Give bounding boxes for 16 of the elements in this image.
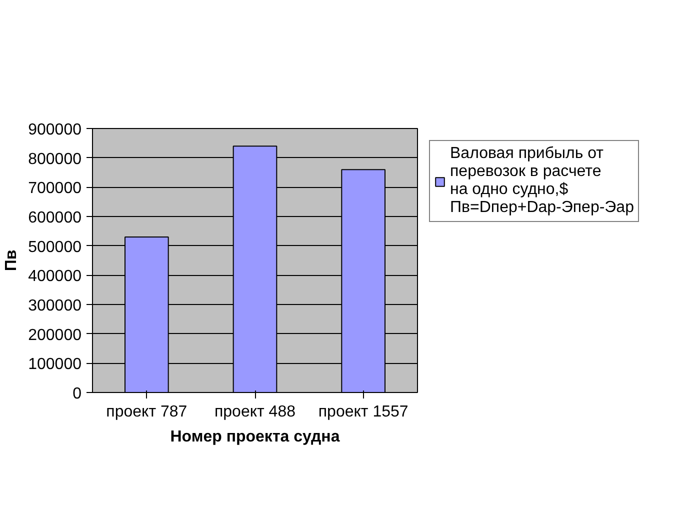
x-tick-label: проект 787 xyxy=(106,404,188,420)
y-axis-title: Пв xyxy=(3,250,20,272)
y-tick-label: 700000 xyxy=(28,180,82,198)
x-tick-label: проект 488 xyxy=(214,404,296,420)
y-tick-label: 100000 xyxy=(28,356,82,374)
x-tick-label: проект 1557 xyxy=(318,404,408,420)
y-tick-label: 400000 xyxy=(28,268,82,286)
y-tick-label: 900000 xyxy=(28,122,82,138)
y-tick-label: 300000 xyxy=(28,298,82,314)
legend-label: Валовая прибыль от перевозок в расчете на одно судно,$ Пв=Dпер+Dар-Эпер-Эар xyxy=(450,145,634,217)
y-tick-label: 200000 xyxy=(28,326,82,344)
y-tick-label: 600000 xyxy=(28,210,82,226)
y-tick-label: 800000 xyxy=(28,150,82,168)
y-tick-label: 500000 xyxy=(28,238,82,256)
x-axis-title: Номер проекта судна xyxy=(170,428,340,446)
y-tick-label: 0 xyxy=(72,386,82,402)
